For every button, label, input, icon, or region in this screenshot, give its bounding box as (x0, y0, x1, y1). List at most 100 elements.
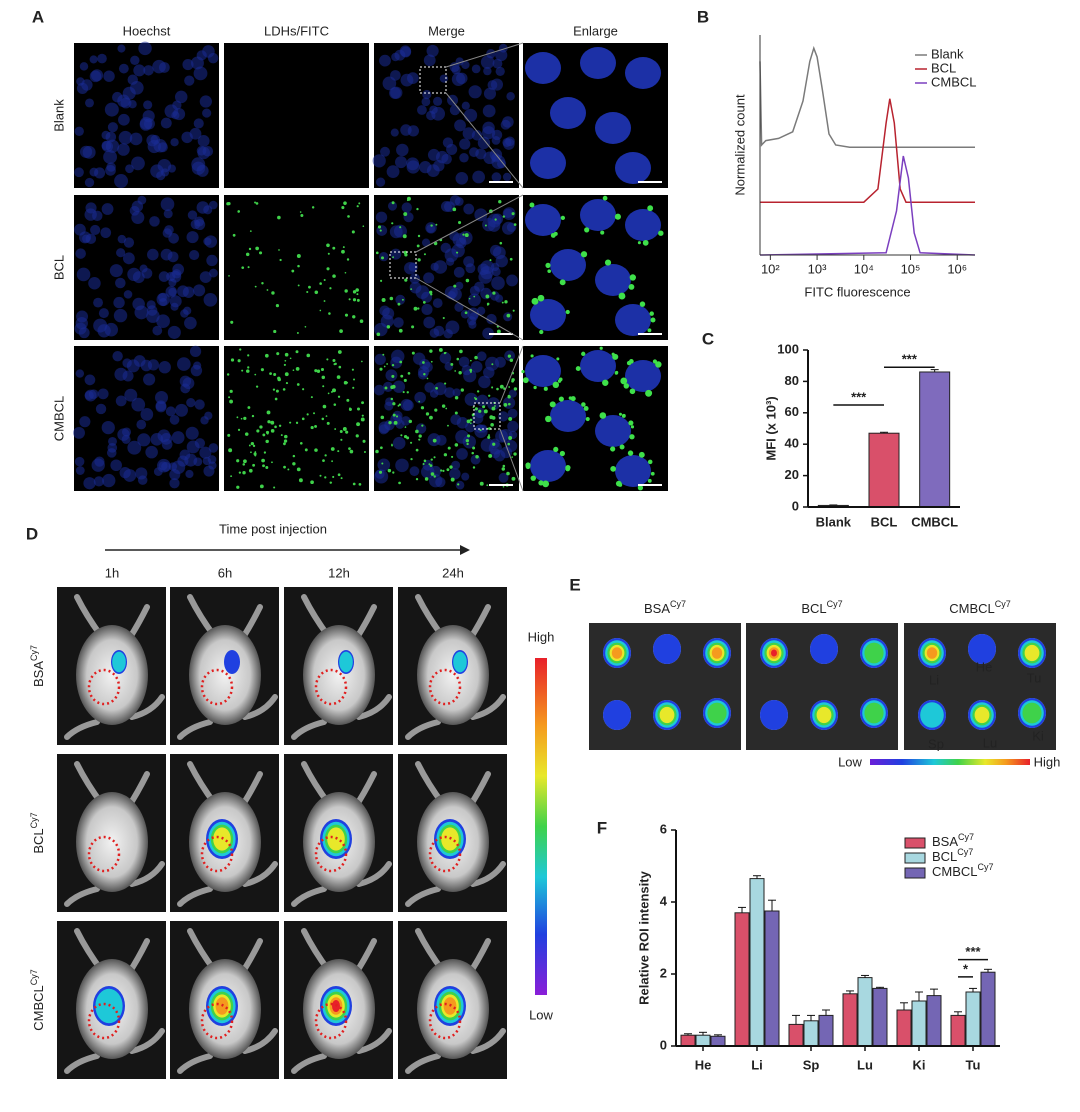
nucleus (106, 448, 117, 458)
fitc-signal (423, 253, 426, 256)
organ-label: Sp (928, 736, 944, 751)
fitc-signal (278, 424, 282, 428)
bar (734, 912, 750, 1047)
fitc-signal (411, 351, 415, 355)
fitc-signal (486, 484, 489, 487)
nucleus (491, 276, 505, 290)
fitc-signal (465, 438, 470, 443)
fitc-signal (299, 441, 303, 445)
zoom-line (415, 277, 524, 341)
fitc-signal (355, 288, 359, 292)
fitc-signal (376, 332, 381, 337)
fitc-signal (459, 349, 463, 354)
nucleus-enlarged (525, 355, 561, 387)
nucleus (149, 216, 160, 227)
nucleus (502, 207, 516, 220)
nucleus (490, 262, 500, 272)
nucleus (101, 203, 114, 215)
fitc-signal (508, 416, 513, 421)
fitc-signal (263, 451, 267, 454)
legend-label-base: CMBCL (932, 864, 978, 879)
fitc-signal (558, 377, 563, 382)
fitc-signal (241, 266, 245, 270)
nucleus (75, 369, 85, 378)
nucleus (153, 139, 167, 153)
nucleus (125, 164, 134, 174)
nucleus (112, 350, 123, 362)
fitc-signal (502, 464, 506, 468)
fitc-signal (457, 220, 462, 225)
organ-signal (760, 700, 788, 730)
fitc-signal (393, 420, 398, 425)
nucleus (421, 238, 431, 247)
fitc-signal (398, 481, 401, 485)
fitc-signal (380, 415, 385, 420)
fitc-signal (390, 385, 394, 390)
time-arrow-head (460, 545, 470, 555)
nucleus (472, 170, 486, 184)
nucleus (449, 104, 461, 116)
nucleus (386, 165, 400, 179)
fitc-signal (334, 362, 337, 366)
nucleus (174, 90, 188, 104)
y-tick-label: 6 (660, 821, 667, 836)
nucleus (158, 361, 171, 374)
column-header: Merge (428, 23, 465, 38)
nucleus (155, 401, 167, 413)
nucleus (169, 295, 182, 308)
fitc-signal (628, 420, 634, 426)
fitc-signal (297, 284, 300, 287)
nucleus (422, 361, 433, 373)
nucleus (507, 420, 519, 432)
fitc-signal (456, 357, 460, 361)
fitc-signal (287, 468, 290, 471)
nucleus (456, 448, 468, 460)
fitc-signal (556, 357, 560, 361)
tumor-roi (314, 1002, 348, 1040)
fitc-signal (530, 475, 537, 481)
fitc-signal (326, 243, 330, 248)
fitc-signal (492, 442, 496, 446)
fitc-signal (404, 278, 408, 282)
fitc-signal (501, 467, 506, 471)
organ-label: Tu (1027, 670, 1042, 685)
fitc-signal (348, 447, 351, 450)
fitc-signal (472, 466, 476, 469)
organ-signal (974, 706, 990, 724)
nucleus (461, 101, 470, 110)
fitc-signal (537, 294, 545, 302)
fitc-signal (229, 399, 233, 404)
fitc-signal (341, 206, 345, 210)
nucleus-enlarged (550, 400, 586, 432)
fitc-signal (501, 301, 504, 304)
fitc-signal (254, 285, 257, 288)
bar (950, 1014, 966, 1047)
nucleus (382, 307, 395, 320)
nucleus (94, 167, 106, 179)
nucleus-enlarged (530, 299, 566, 331)
fitc-signal (377, 225, 382, 229)
fitc-signal (337, 473, 341, 477)
nucleus (131, 156, 145, 171)
nucleus (74, 322, 87, 335)
nucleus (135, 467, 148, 480)
fitc-signal (502, 215, 506, 218)
fitc-signal (453, 284, 457, 288)
x-tick-label: He (695, 1057, 712, 1072)
nucleus (461, 60, 470, 70)
nucleus (168, 278, 177, 287)
fitc-signal (252, 444, 256, 448)
fitc-signal (475, 455, 479, 459)
fitc-signal (259, 251, 263, 255)
fitc-signal (311, 206, 315, 209)
fitc-signal (253, 452, 257, 456)
legend-label-sup: Cy7 (957, 847, 973, 857)
fitc-signal (245, 252, 250, 257)
nucleus (182, 59, 194, 71)
row-label-sup: Cy7 (29, 969, 39, 985)
fitc-signal (346, 258, 350, 261)
tumor-roi (428, 668, 462, 706)
scale-low: Low (529, 1007, 553, 1022)
nucleus (127, 74, 138, 85)
fitc-signal (421, 424, 424, 427)
